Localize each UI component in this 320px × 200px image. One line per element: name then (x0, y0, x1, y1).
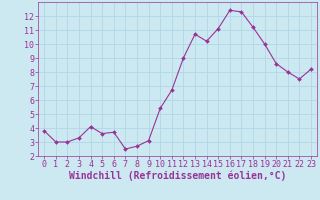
X-axis label: Windchill (Refroidissement éolien,°C): Windchill (Refroidissement éolien,°C) (69, 171, 286, 181)
